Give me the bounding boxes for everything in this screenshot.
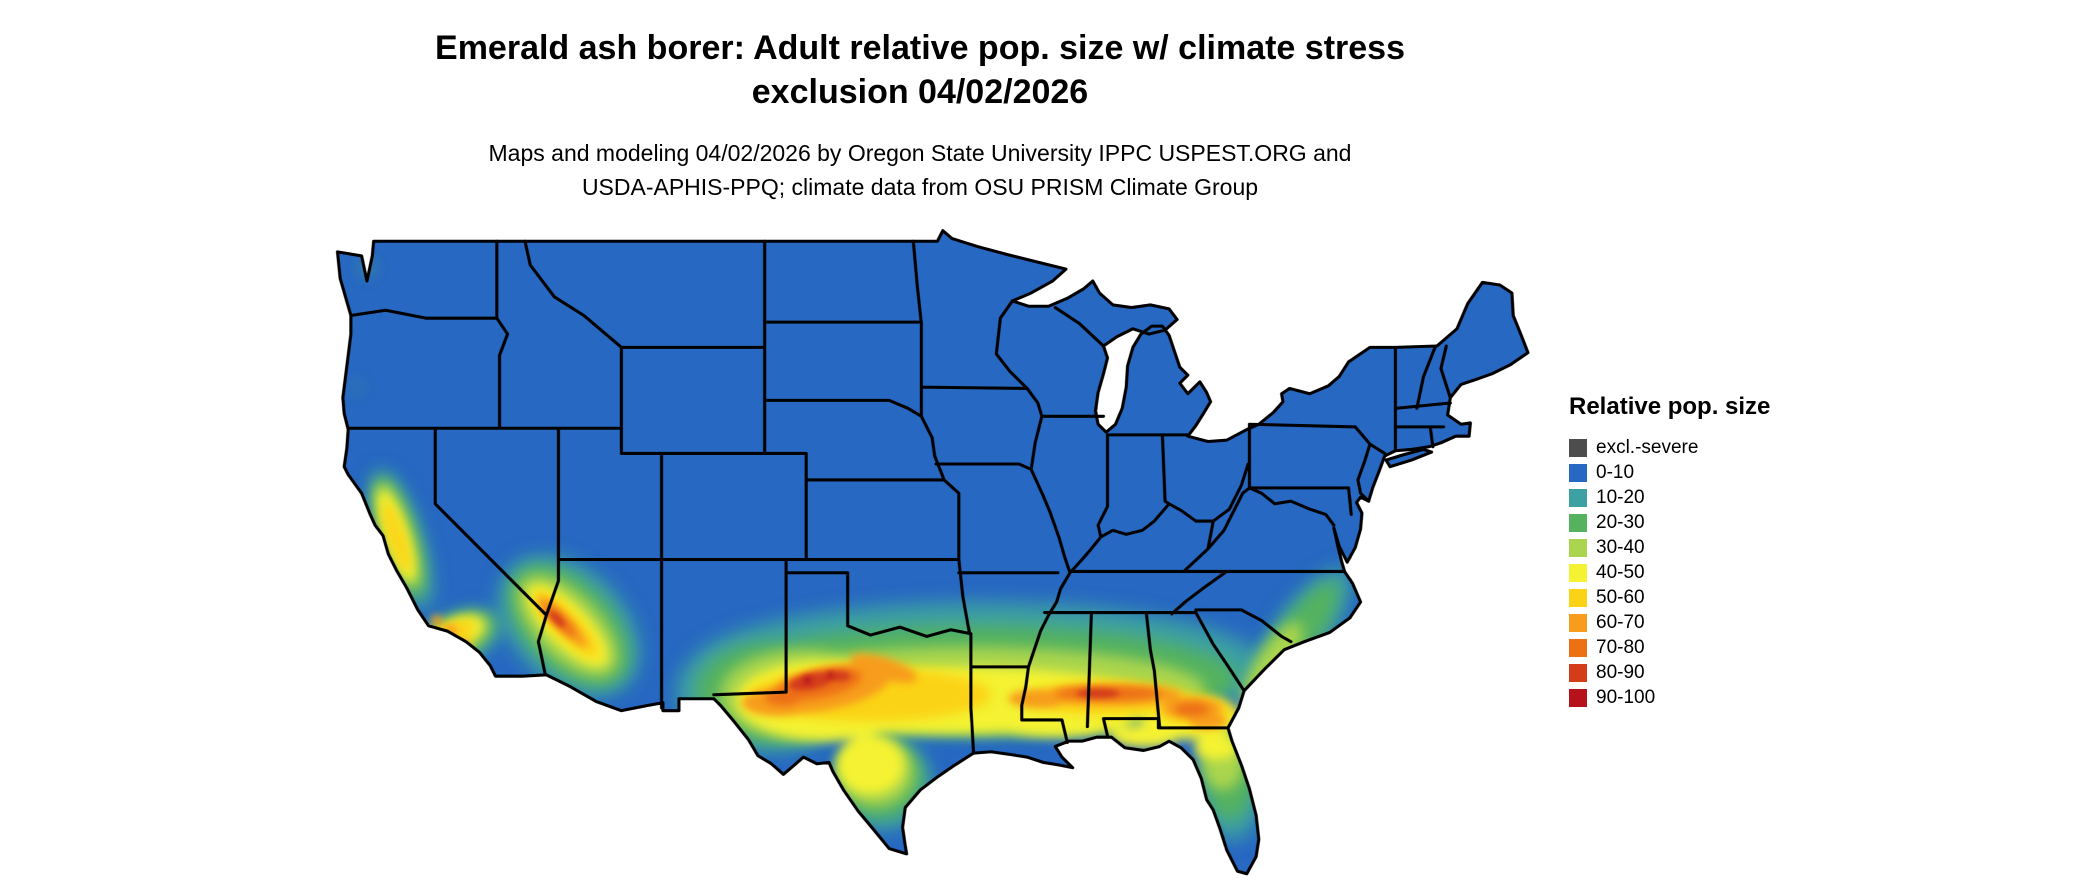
legend-label: 30-40 — [1596, 537, 1645, 558]
us-map-svg — [335, 229, 1530, 876]
legend-label: 20-30 — [1596, 512, 1645, 533]
legend-label: excl.-severe — [1596, 437, 1699, 458]
legend-swatch — [1569, 588, 1587, 607]
legend-label: 0-10 — [1596, 462, 1635, 483]
legend-item: 60-70 — [1569, 610, 1770, 635]
legend-item: 90-100 — [1569, 685, 1770, 710]
legend-label: 10-20 — [1596, 487, 1645, 508]
legend-swatch — [1569, 488, 1587, 507]
legend-item: 30-40 — [1569, 535, 1770, 560]
legend-swatch — [1569, 538, 1587, 557]
legend-item: 50-60 — [1569, 585, 1770, 610]
legend-label: 60-70 — [1596, 612, 1645, 633]
map-subtitle: Maps and modeling 04/02/2026 by Oregon S… — [170, 136, 1670, 204]
us-map — [308, 228, 1540, 891]
subtitle-line-2: USDA-APHIS-PPQ; climate data from OSU PR… — [581, 174, 1259, 200]
legend-swatch — [1569, 638, 1587, 657]
legend-swatch — [1569, 438, 1587, 457]
state-borders — [346, 239, 1452, 755]
legend: Relative pop. size excl.-severe 0-10 10-20… — [1569, 393, 1770, 710]
legend-label: 40-50 — [1596, 562, 1645, 583]
legend-items: excl.-severe 0-10 10-20 20-30 30-40 40-50 50-6… — [1569, 435, 1770, 710]
legend-swatch — [1569, 513, 1587, 532]
legend-item: 10-20 — [1569, 485, 1770, 510]
legend-swatch — [1569, 613, 1587, 632]
legend-swatch — [1569, 663, 1587, 682]
national-outline — [335, 229, 1530, 876]
legend-label: 70-80 — [1596, 637, 1645, 658]
legend-swatch — [1569, 688, 1587, 707]
legend-label: 50-60 — [1596, 587, 1645, 608]
legend-item: excl.-severe — [1569, 435, 1770, 460]
legend-label: 90-100 — [1596, 687, 1656, 708]
subtitle-line-1: Maps and modeling 04/02/2026 by Oregon S… — [488, 140, 1352, 166]
map-borders — [335, 229, 1530, 876]
overlay-90-100 — [803, 671, 834, 685]
legend-label: 80-90 — [1596, 662, 1645, 683]
legend-item: 20-30 — [1569, 510, 1770, 535]
legend-item: 0-10 — [1569, 460, 1770, 485]
map-title: Emerald ash borer: Adult relative pop. s… — [170, 26, 1670, 114]
legend-item: 70-80 — [1569, 635, 1770, 660]
legend-item: 40-50 — [1569, 560, 1770, 585]
heading-block: Emerald ash borer: Adult relative pop. s… — [170, 26, 1670, 204]
title-line-1: Emerald ash borer: Adult relative pop. s… — [435, 29, 1405, 67]
legend-swatch — [1569, 563, 1587, 582]
long-island-outline — [1384, 447, 1434, 469]
legend-swatch — [1569, 463, 1587, 482]
title-line-2: exclusion 04/02/2026 — [751, 73, 1089, 111]
legend-item: 80-90 — [1569, 660, 1770, 685]
legend-title: Relative pop. size — [1569, 393, 1771, 420]
